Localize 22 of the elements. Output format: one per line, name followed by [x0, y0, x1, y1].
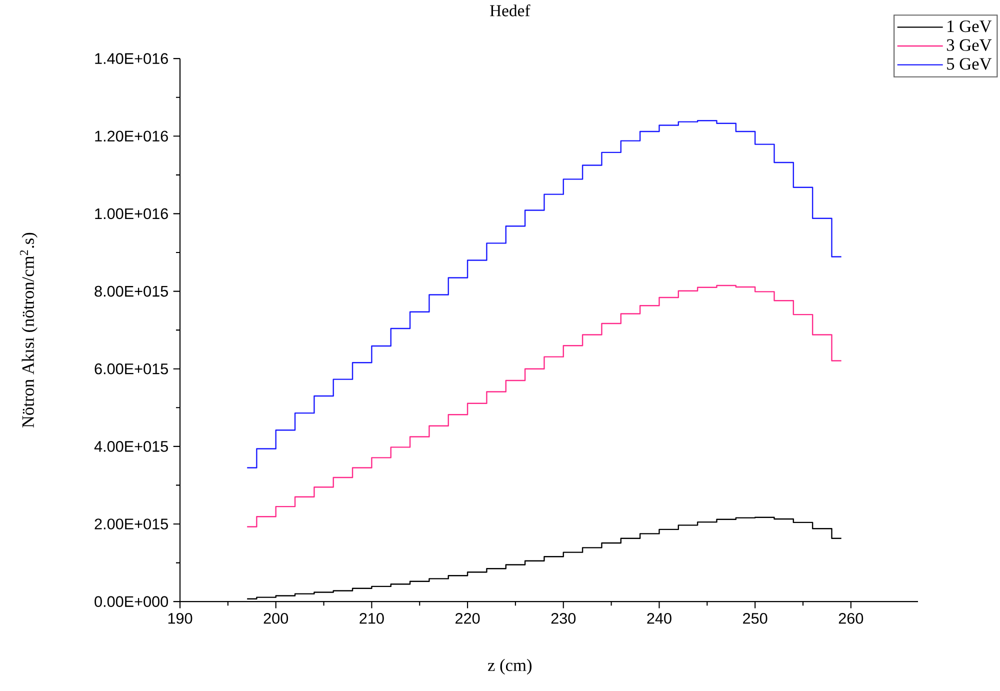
- x-axis-title: z (cm): [488, 659, 532, 675]
- legend-label: 5 GeV: [947, 58, 992, 70]
- x-tick-label: 230: [551, 613, 576, 624]
- x-tick-label: 250: [743, 613, 768, 624]
- y-axis-title: Nötron Akısı (nötron/cm$^{2}$.s): [20, 233, 38, 428]
- legend-label: 3 GeV: [946, 39, 992, 52]
- y-tick-label: 1.40E+016: [95, 53, 168, 64]
- legend-label: 1 GeV: [948, 20, 992, 32]
- y-tick-label: 1.00E+016: [95, 208, 168, 220]
- y-tick-label: 2.00E+015: [94, 518, 168, 530]
- x-tick-label: 200: [264, 613, 288, 624]
- y-tick-label: 8.00E+015: [94, 286, 168, 297]
- x-tick-label: 240: [647, 613, 672, 624]
- y-tick-label: 1.20E+016: [95, 130, 168, 142]
- y-tick-label: 6.00E+015: [94, 364, 168, 374]
- chart-title: Hedef: [490, 4, 530, 17]
- x-tick-label: 210: [360, 613, 384, 624]
- y-tick-label: 0.00E+000: [94, 596, 168, 608]
- x-tick-label: 220: [456, 613, 480, 624]
- x-tick-label: 190: [168, 613, 192, 624]
- y-tick-label: 4.00E+015: [94, 441, 168, 452]
- x-tick-label: 260: [838, 613, 864, 624]
